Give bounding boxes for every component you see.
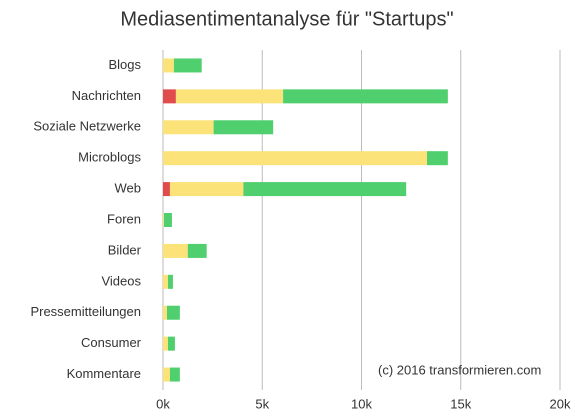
x-tick-label: 15k <box>450 396 471 411</box>
bar-segment <box>169 367 180 382</box>
x-tick-label: 20k <box>550 396 571 411</box>
annotation: (c) 2016 transformieren.com <box>378 362 541 377</box>
bar-segment <box>166 305 180 320</box>
x-tick-label: 5k <box>255 396 269 411</box>
bar-segment <box>163 367 170 382</box>
y-tick-label: Blogs <box>108 57 141 72</box>
bar-segment <box>163 89 176 104</box>
y-tick-label: Web <box>115 181 142 196</box>
bar-segment <box>169 182 244 197</box>
bar-segment <box>163 336 168 351</box>
bar-segment <box>163 305 167 320</box>
bar-segment <box>163 182 170 197</box>
bar-segment <box>163 120 214 135</box>
bar-segment <box>167 336 175 351</box>
bar-segment <box>163 213 164 227</box>
bar-segment <box>167 274 173 289</box>
y-tick-label: Foren <box>107 211 141 226</box>
chart-title: Mediasentimentanalyse für "Startups" <box>120 8 453 30</box>
y-tick-label: Bilder <box>108 242 142 257</box>
bar-segment <box>163 243 188 258</box>
y-tick-label: Soziale Netzwerke <box>33 119 141 134</box>
y-tick-label: Microblogs <box>78 150 141 165</box>
bar-segment <box>163 274 168 289</box>
bar-segment <box>187 243 207 258</box>
bar-segment <box>163 58 174 73</box>
y-tick-label: Videos <box>101 273 141 288</box>
y-tick-label: Pressemitteilungen <box>30 304 141 319</box>
bar-segment <box>283 89 448 104</box>
x-tick-label: 10k <box>351 396 372 411</box>
bar-segment <box>175 89 284 104</box>
bar-segment <box>163 151 428 166</box>
y-tick-label: Nachrichten <box>72 88 141 103</box>
bar-segment <box>163 213 172 227</box>
x-tick-label: 0k <box>156 396 170 411</box>
bar-segment <box>427 151 448 166</box>
bar-segment <box>213 120 274 135</box>
y-tick-label: Consumer <box>81 335 142 350</box>
bar-segment <box>173 58 202 73</box>
y-tick-label: Kommentare <box>67 366 141 381</box>
bar-segment <box>243 182 407 197</box>
